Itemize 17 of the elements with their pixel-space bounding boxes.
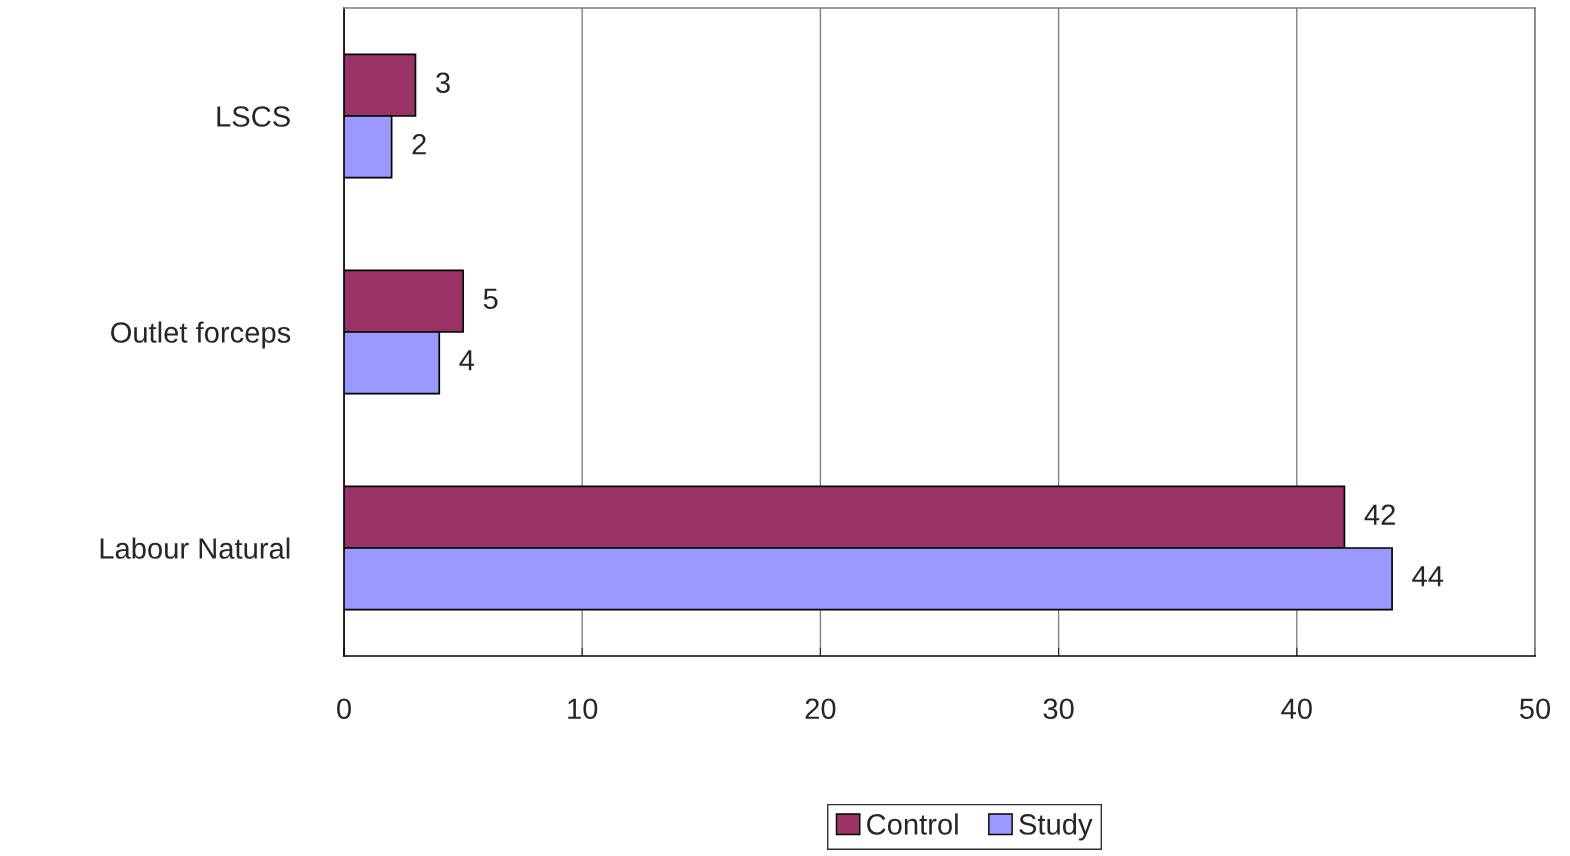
data-label: 44: [1412, 566, 1444, 587]
y-tick-label: Labour Natural: [100, 537, 290, 559]
data-label: 4: [459, 350, 475, 371]
y-tick-label: Outlet forceps: [111, 321, 291, 349]
legend-label: Study: [1019, 813, 1093, 841]
data-label: 2: [412, 133, 426, 155]
legend-label: Control: [867, 813, 958, 835]
x-tick-label: 10: [568, 698, 598, 720]
data-label: 42: [1364, 504, 1395, 525]
data-label: 5: [483, 288, 498, 310]
x-tick-label: 20: [805, 698, 836, 720]
y-tick-label: LSCS: [217, 106, 290, 127]
x-tick-label: 50: [1519, 698, 1551, 720]
data-label: 3: [436, 72, 450, 94]
x-tick-label: 0: [337, 698, 351, 720]
x-tick-label: 40: [1281, 698, 1312, 720]
x-tick-label: 30: [1043, 698, 1074, 720]
